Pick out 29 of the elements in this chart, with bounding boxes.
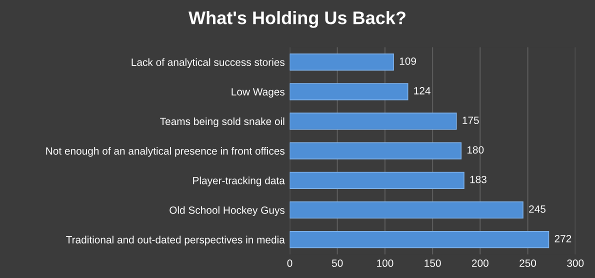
data-label: 175 [462,116,479,124]
bar [290,172,464,189]
x-tick-label: 50 [332,260,343,267]
y-tick-label: Low Wages [232,88,285,98]
x-tick-label: 200 [472,260,488,267]
bar [290,53,394,71]
bar [290,83,408,100]
bar [290,201,524,219]
x-tick-label: 100 [377,260,394,267]
y-tick-label: Old School Hockey Guys [170,206,285,216]
y-tick-label: Lack of analytical success stories [132,58,285,68]
chart-title: What's Holding Us Back? [188,11,406,28]
data-label: 124 [414,87,430,94]
bar [290,142,462,160]
x-tick-label: 250 [520,260,536,267]
x-tick-label: 0 [287,260,292,267]
data-label: 245 [529,205,546,213]
y-tick-label: Player-tracking data [193,176,285,186]
y-tick-label: Teams being sold snake oil [160,117,284,128]
y-tick-label: Traditional and out-dated perspectives in media [66,236,285,246]
bar [290,231,550,248]
data-label: 109 [400,57,416,65]
x-tick-label: 300 [567,260,584,267]
x-tick-label: 150 [424,260,441,267]
bar [290,112,457,130]
data-label: 180 [467,146,484,154]
y-tick-label: Not enough of an analytical presence in front offices [46,147,285,157]
data-label: 183 [470,176,486,184]
data-label: 272 [554,234,572,242]
